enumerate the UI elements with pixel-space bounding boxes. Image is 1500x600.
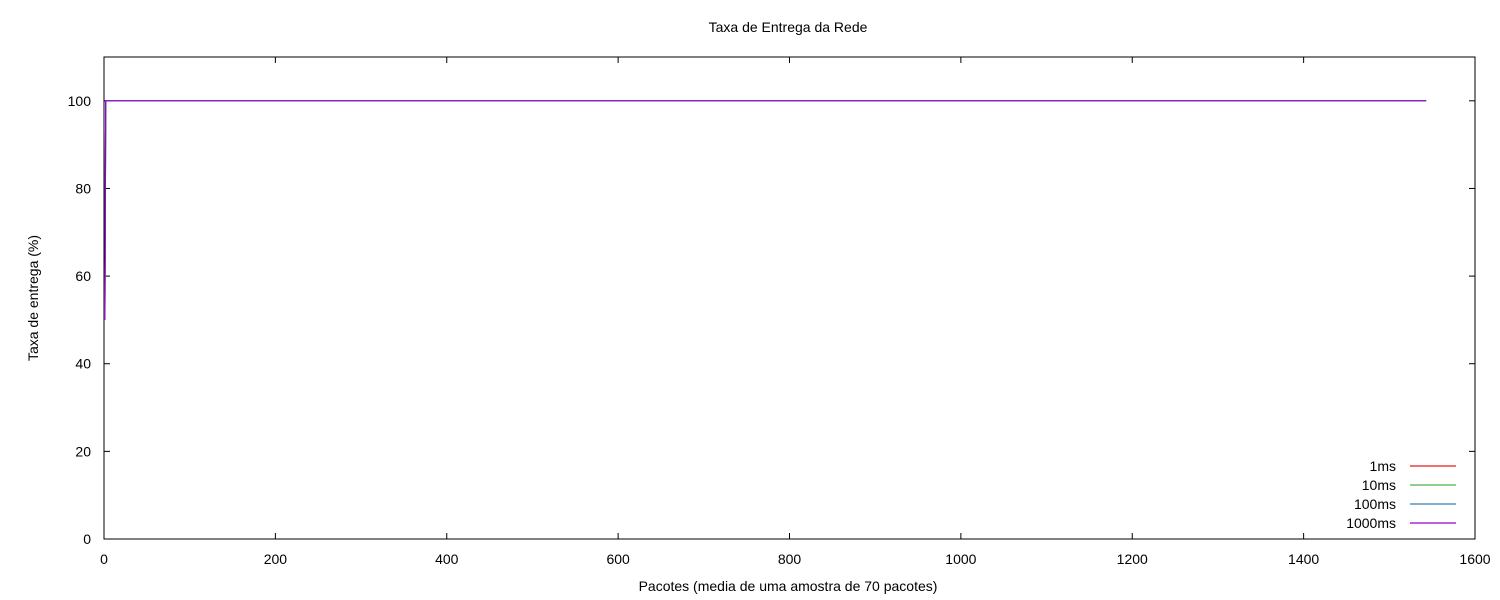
x-tick-label: 1600 (1459, 551, 1490, 567)
series-line-100ms (104, 100, 1427, 320)
x-axis-ticks: 0 200 400 600 800 1000 1200 1400 1600 (100, 57, 1491, 567)
series-line-1ms (104, 100, 1427, 320)
series-line-1000ms (104, 100, 1427, 320)
y-tick-label: 40 (75, 356, 91, 372)
y-axis-ticks: 0 20 40 60 80 100 (68, 93, 1475, 547)
plot-area-border (103, 56, 1476, 540)
series-line-10ms (104, 100, 1427, 320)
x-tick-label: 600 (606, 551, 630, 567)
plot-frame (103, 56, 1476, 540)
chart-title: Taxa de Entrega da Rede (709, 19, 868, 35)
legend-label-100ms: 100ms (1354, 496, 1396, 512)
legend-label-1000ms: 1000ms (1346, 515, 1396, 531)
x-tick-label: 800 (778, 551, 802, 567)
y-tick-label: 20 (75, 443, 91, 459)
legend-label-1ms: 1ms (1370, 458, 1396, 474)
x-axis-label: Pacotes (media de uma amostra de 70 paco… (639, 578, 938, 594)
y-axis-label: Taxa de entrega (%) (25, 235, 41, 361)
x-tick-label: 400 (435, 551, 459, 567)
y-tick-label: 60 (75, 268, 91, 284)
x-tick-label: 1000 (945, 551, 976, 567)
y-tick-label: 0 (83, 531, 91, 547)
y-tick-label: 100 (68, 93, 92, 109)
legend: 1ms 10ms 100ms 1000ms (1346, 458, 1456, 531)
legend-label-10ms: 10ms (1362, 477, 1396, 493)
x-tick-label: 1200 (1117, 551, 1148, 567)
x-tick-label: 1400 (1288, 551, 1319, 567)
x-tick-label: 200 (264, 551, 288, 567)
y-tick-label: 80 (75, 180, 91, 196)
x-tick-label: 0 (100, 551, 108, 567)
series-lines (104, 100, 1427, 320)
